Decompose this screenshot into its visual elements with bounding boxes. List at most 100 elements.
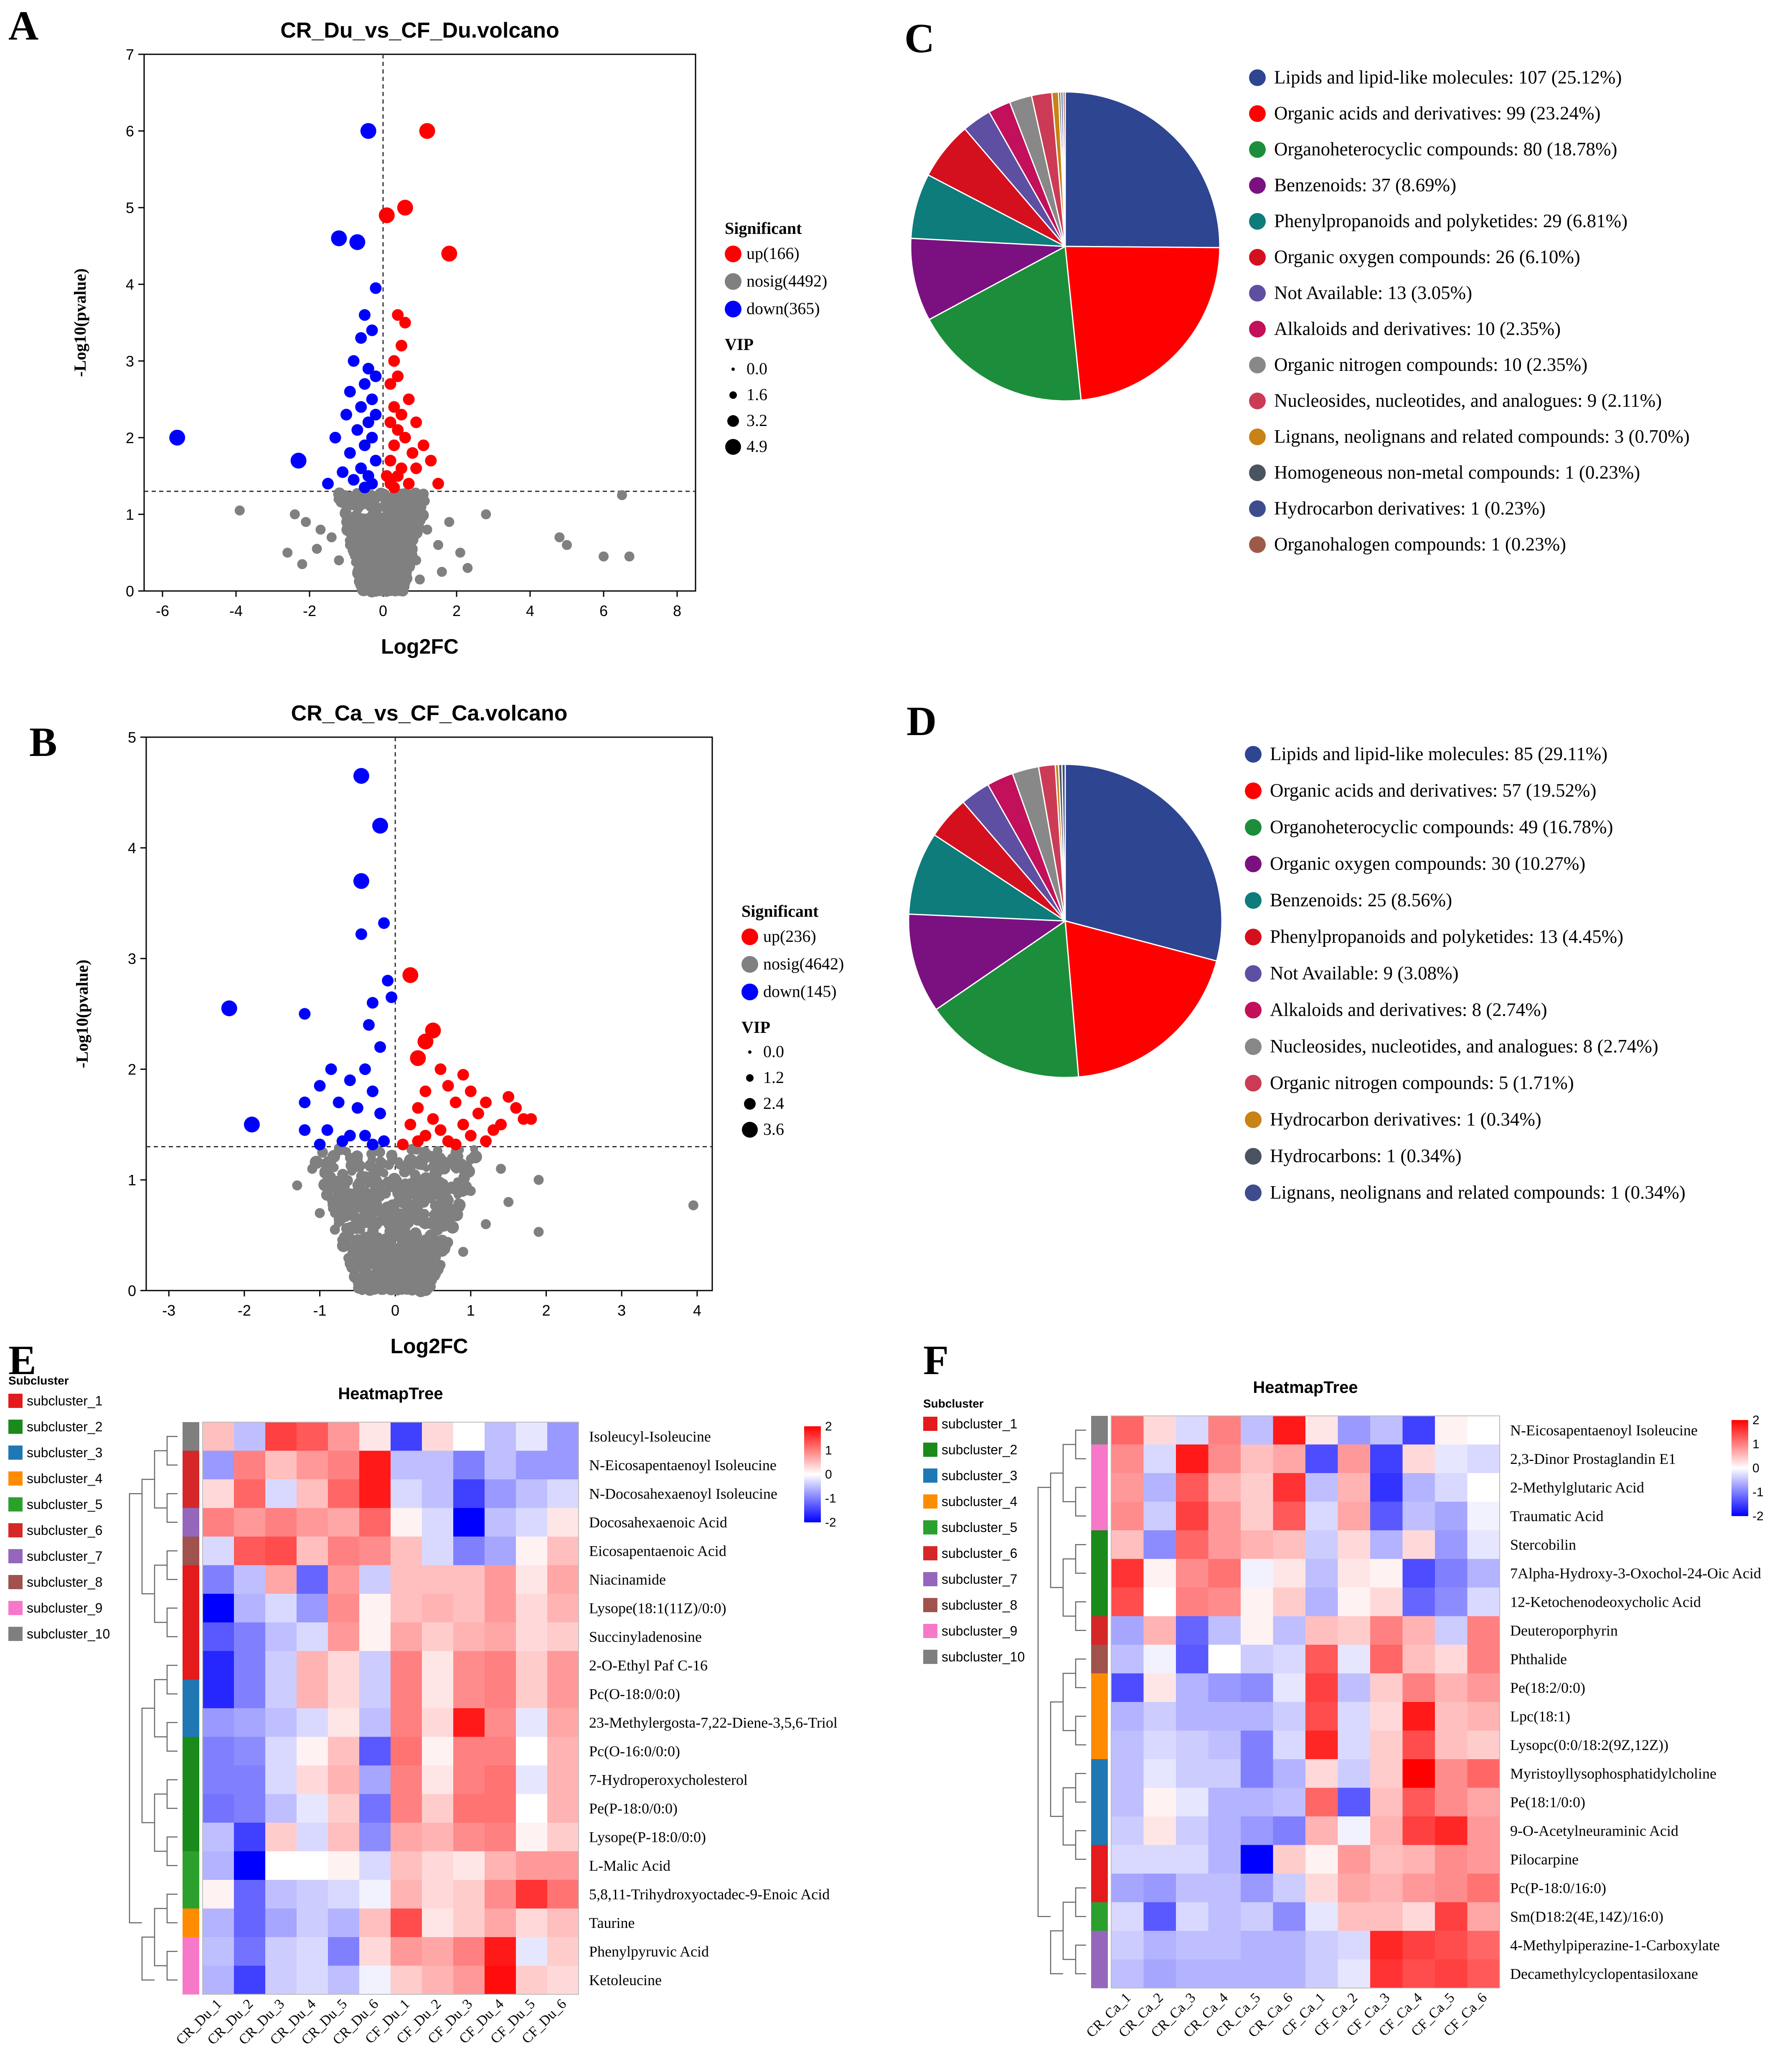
heatmap-cell bbox=[391, 1479, 422, 1508]
heatmap-cell bbox=[516, 1908, 548, 1938]
subcluster-label: subcluster_3 bbox=[942, 1468, 1017, 1483]
nosig-point bbox=[316, 1158, 325, 1167]
nosig-point bbox=[429, 1187, 438, 1196]
heatmap-cell bbox=[203, 1851, 234, 1880]
heatmap-cell bbox=[359, 1651, 391, 1680]
heatmap-cell bbox=[485, 1422, 516, 1451]
down-point bbox=[366, 431, 378, 444]
nosig-point bbox=[443, 1194, 453, 1203]
heatmap-cell bbox=[1370, 1501, 1403, 1531]
down-point bbox=[221, 1000, 237, 1017]
cluster-bar-cell bbox=[1091, 1444, 1108, 1473]
nosig-point bbox=[381, 1201, 394, 1214]
nosig-point bbox=[409, 1282, 421, 1294]
nosig-point bbox=[367, 548, 377, 558]
dendro-link bbox=[1062, 1673, 1076, 1731]
up-point bbox=[392, 370, 404, 382]
heatmap-cell bbox=[1467, 1702, 1500, 1731]
heatmap-cell bbox=[328, 1708, 360, 1737]
heatmap-cell bbox=[391, 1622, 422, 1651]
heatmap-cell bbox=[1273, 1816, 1306, 1845]
heatmap-cell bbox=[422, 1708, 454, 1737]
up-point bbox=[480, 1135, 492, 1147]
heatmap-cell bbox=[1402, 1902, 1435, 1931]
heatmap-cell bbox=[328, 1823, 360, 1851]
up-point bbox=[434, 1124, 447, 1136]
y-tick-label: 2 bbox=[126, 429, 134, 446]
heatmap-cell bbox=[1208, 1588, 1241, 1616]
nosig-point bbox=[378, 582, 388, 592]
heatmap-cell bbox=[516, 1679, 548, 1709]
heatmap-cell bbox=[516, 1479, 548, 1508]
nosig-point bbox=[617, 490, 627, 500]
nosig-point bbox=[360, 1269, 370, 1279]
pie-slice bbox=[928, 245, 1082, 402]
heatmap-cell bbox=[265, 1823, 297, 1851]
legend-label: Lipids and lipid-like molecules: 85 (29.… bbox=[1270, 743, 1607, 764]
heatmap-cell bbox=[1273, 1702, 1306, 1731]
heatmap-cell bbox=[1467, 1931, 1500, 1960]
legend-label: Organohalogen compounds: 1 (0.23%) bbox=[1274, 534, 1566, 555]
subcluster-label: subcluster_9 bbox=[27, 1600, 102, 1616]
row-label: Pc(P-18:0/16:0) bbox=[1510, 1879, 1606, 1896]
x-tick-label: 0 bbox=[379, 602, 387, 619]
dendro-link bbox=[1062, 1787, 1076, 1846]
heatmap-cell bbox=[1435, 1931, 1468, 1960]
heatmap-cell bbox=[265, 1765, 297, 1794]
subcluster-label: subcluster_5 bbox=[27, 1497, 102, 1512]
heatmap-cell bbox=[422, 1737, 454, 1766]
heatmap-cell bbox=[234, 1508, 266, 1537]
heatmap-cell bbox=[1208, 1845, 1241, 1874]
legend-label: up(166) bbox=[746, 244, 800, 263]
pie-C: Lipids and lipid-like molecules: 107 (25… bbox=[910, 67, 1690, 555]
heatmap-cell bbox=[1402, 1759, 1435, 1788]
heatmap-cell bbox=[265, 1422, 297, 1451]
nosig-point bbox=[307, 1164, 317, 1174]
nosig-point bbox=[358, 1204, 368, 1213]
nosig-point bbox=[383, 1263, 393, 1273]
dendro-link bbox=[1062, 1902, 1076, 1960]
nosig-point bbox=[390, 1219, 401, 1229]
heatmap-cell bbox=[359, 1880, 391, 1909]
nosig-point bbox=[466, 1154, 476, 1164]
down-point bbox=[370, 282, 382, 294]
up-point bbox=[412, 1135, 424, 1147]
nosig-point bbox=[437, 567, 447, 577]
legend-swatch bbox=[741, 984, 758, 1000]
heatmap-cell bbox=[1176, 1416, 1209, 1445]
row-label: L-Malic Acid bbox=[589, 1857, 670, 1874]
heatmap-cell bbox=[1273, 1473, 1306, 1502]
y-tick-label: 5 bbox=[128, 729, 136, 746]
subcluster-swatch bbox=[923, 1520, 937, 1534]
row-label: Sm(D18:2(4E,14Z)/16:0) bbox=[1510, 1908, 1663, 1925]
legend-swatch bbox=[1249, 177, 1266, 194]
heatmap-cell bbox=[516, 1594, 548, 1623]
down-point bbox=[344, 1074, 356, 1086]
dendro-link bbox=[1062, 1444, 1076, 1502]
dendro-link bbox=[166, 1436, 178, 1466]
dendrogram bbox=[129, 1436, 178, 1981]
legend-swatch bbox=[1249, 321, 1266, 337]
nosig-point bbox=[292, 1180, 302, 1191]
up-point bbox=[384, 378, 396, 390]
nosig-point bbox=[330, 1225, 340, 1235]
heatmap-cell bbox=[1241, 1845, 1273, 1874]
heatmap-E: HeatmapTree Isoleucyl-Isoleucine N-Eicosap… bbox=[8, 1374, 838, 2048]
panel-letter-d: D bbox=[906, 698, 937, 744]
up-point bbox=[392, 470, 404, 482]
pie-slice bbox=[910, 237, 1068, 321]
heatmap-cell bbox=[1370, 1816, 1403, 1845]
cluster-bar-cell bbox=[183, 1794, 199, 1823]
heatmap-cell bbox=[359, 1937, 391, 1966]
subcluster-label: subcluster_7 bbox=[27, 1549, 102, 1564]
dendro-link bbox=[154, 1450, 167, 1509]
heatmap-cell bbox=[1305, 1501, 1338, 1531]
pie-slice bbox=[910, 174, 1066, 247]
nosig-point bbox=[364, 1159, 376, 1172]
cluster-bar-cell bbox=[183, 1880, 199, 1909]
dendro-link bbox=[166, 1722, 178, 1752]
subcluster-swatch bbox=[923, 1624, 937, 1638]
nosig-point bbox=[387, 1156, 397, 1166]
heatmap-cell bbox=[1241, 1673, 1273, 1702]
row-label: 12-Ketochenodeoxycholic Acid bbox=[1510, 1593, 1701, 1610]
